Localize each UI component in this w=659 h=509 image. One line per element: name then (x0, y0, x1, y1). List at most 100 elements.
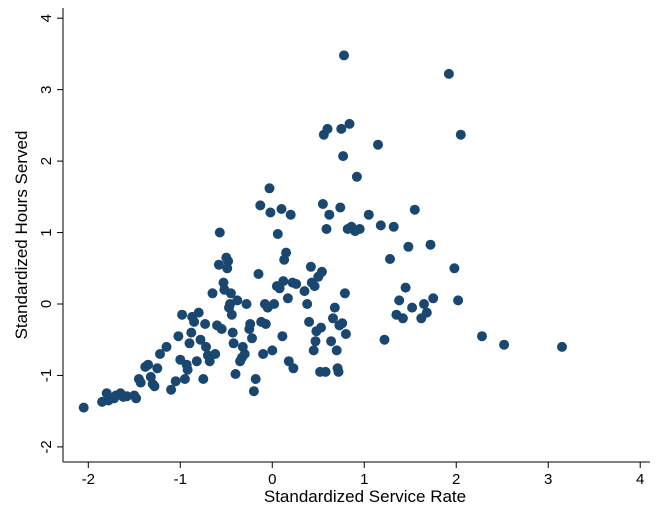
data-point (477, 331, 487, 342)
data-point (499, 339, 510, 350)
data-point (265, 207, 276, 218)
data-point (331, 345, 342, 356)
data-point (351, 171, 362, 182)
data-point (277, 331, 288, 342)
data-point (333, 366, 344, 377)
data-point (316, 322, 326, 333)
data-point (260, 319, 271, 329)
y-tick-label: -1 (38, 369, 55, 382)
data-point (131, 393, 142, 404)
data-point (394, 295, 405, 306)
data-point (239, 349, 250, 359)
data-point (363, 209, 374, 220)
y-tick-label: -2 (38, 440, 55, 453)
data-point (288, 363, 299, 374)
data-point (373, 139, 383, 150)
data-point (173, 331, 184, 342)
data-point (324, 209, 335, 220)
data-point (210, 349, 221, 359)
data-point (308, 345, 319, 356)
y-tick-label: 2 (38, 157, 55, 165)
data-point (247, 333, 257, 344)
y-tick-label: 3 (38, 85, 55, 93)
data-point (338, 151, 349, 162)
data-point (449, 263, 460, 274)
data-point (267, 345, 278, 356)
data-point (302, 299, 313, 309)
data-point (428, 293, 439, 304)
data-point (305, 261, 316, 272)
data-point (241, 299, 252, 309)
data-point (335, 202, 346, 213)
x-tick-label: -1 (174, 471, 187, 488)
ticks: -2 -1 0 1 2 3 4 -2 -1 0 1 2 3 4 (38, 14, 644, 488)
data-point (184, 338, 195, 349)
data-point (400, 282, 411, 293)
data-point (340, 329, 351, 339)
data-point (421, 307, 432, 318)
y-axis-title: Standardized Hours Served (12, 131, 31, 340)
data-point (201, 341, 211, 352)
data-point (309, 281, 320, 292)
data-point (419, 299, 429, 309)
data-point (354, 224, 365, 234)
data-point (317, 199, 328, 209)
data-point (425, 239, 436, 250)
data-point (248, 386, 259, 397)
data-point (322, 123, 333, 134)
data-point (200, 319, 211, 329)
data-point (255, 200, 266, 211)
x-tick-label: 3 (544, 471, 552, 488)
data-point (339, 288, 350, 299)
data-point (182, 364, 193, 375)
x-tick-label: 0 (268, 471, 276, 488)
x-tick-label: -2 (82, 471, 95, 488)
data-point (320, 366, 331, 377)
data-point (344, 118, 355, 129)
data-point (258, 349, 269, 359)
y-tick-label: 4 (38, 14, 55, 22)
data-point (78, 402, 89, 413)
data-point (375, 220, 386, 231)
data-point (143, 359, 154, 370)
data-point (186, 327, 197, 338)
data-point (179, 374, 190, 384)
data-point (177, 309, 188, 320)
data-point (278, 276, 289, 287)
data-point (223, 256, 234, 267)
data-point (316, 266, 327, 277)
data-point (226, 309, 237, 320)
data-point (245, 319, 256, 329)
data-point (166, 384, 177, 395)
data-point (228, 338, 239, 349)
data-point (455, 129, 466, 140)
data-point (337, 318, 348, 329)
data-point (204, 356, 215, 367)
data-point (403, 241, 414, 252)
data-point (155, 349, 165, 359)
data-point (388, 221, 399, 232)
data-point (443, 68, 454, 79)
data-point (135, 377, 146, 388)
data-point (250, 374, 261, 384)
data-point (397, 313, 408, 324)
data-point (285, 209, 296, 220)
data-point (230, 369, 241, 379)
data-point (407, 302, 418, 313)
data-point (339, 50, 349, 61)
data-point (269, 299, 280, 309)
data-point (198, 374, 209, 384)
data-point (207, 288, 218, 299)
data-point (379, 334, 390, 345)
data-point (299, 286, 310, 297)
data-point (189, 316, 200, 327)
axes (62, 8, 650, 463)
data-point (213, 259, 224, 270)
data-point (253, 269, 264, 279)
data-point (170, 376, 181, 387)
data-point (304, 316, 315, 327)
data-point (161, 341, 172, 352)
data-point (193, 307, 204, 318)
data-point (195, 334, 206, 345)
data-point (225, 288, 236, 299)
